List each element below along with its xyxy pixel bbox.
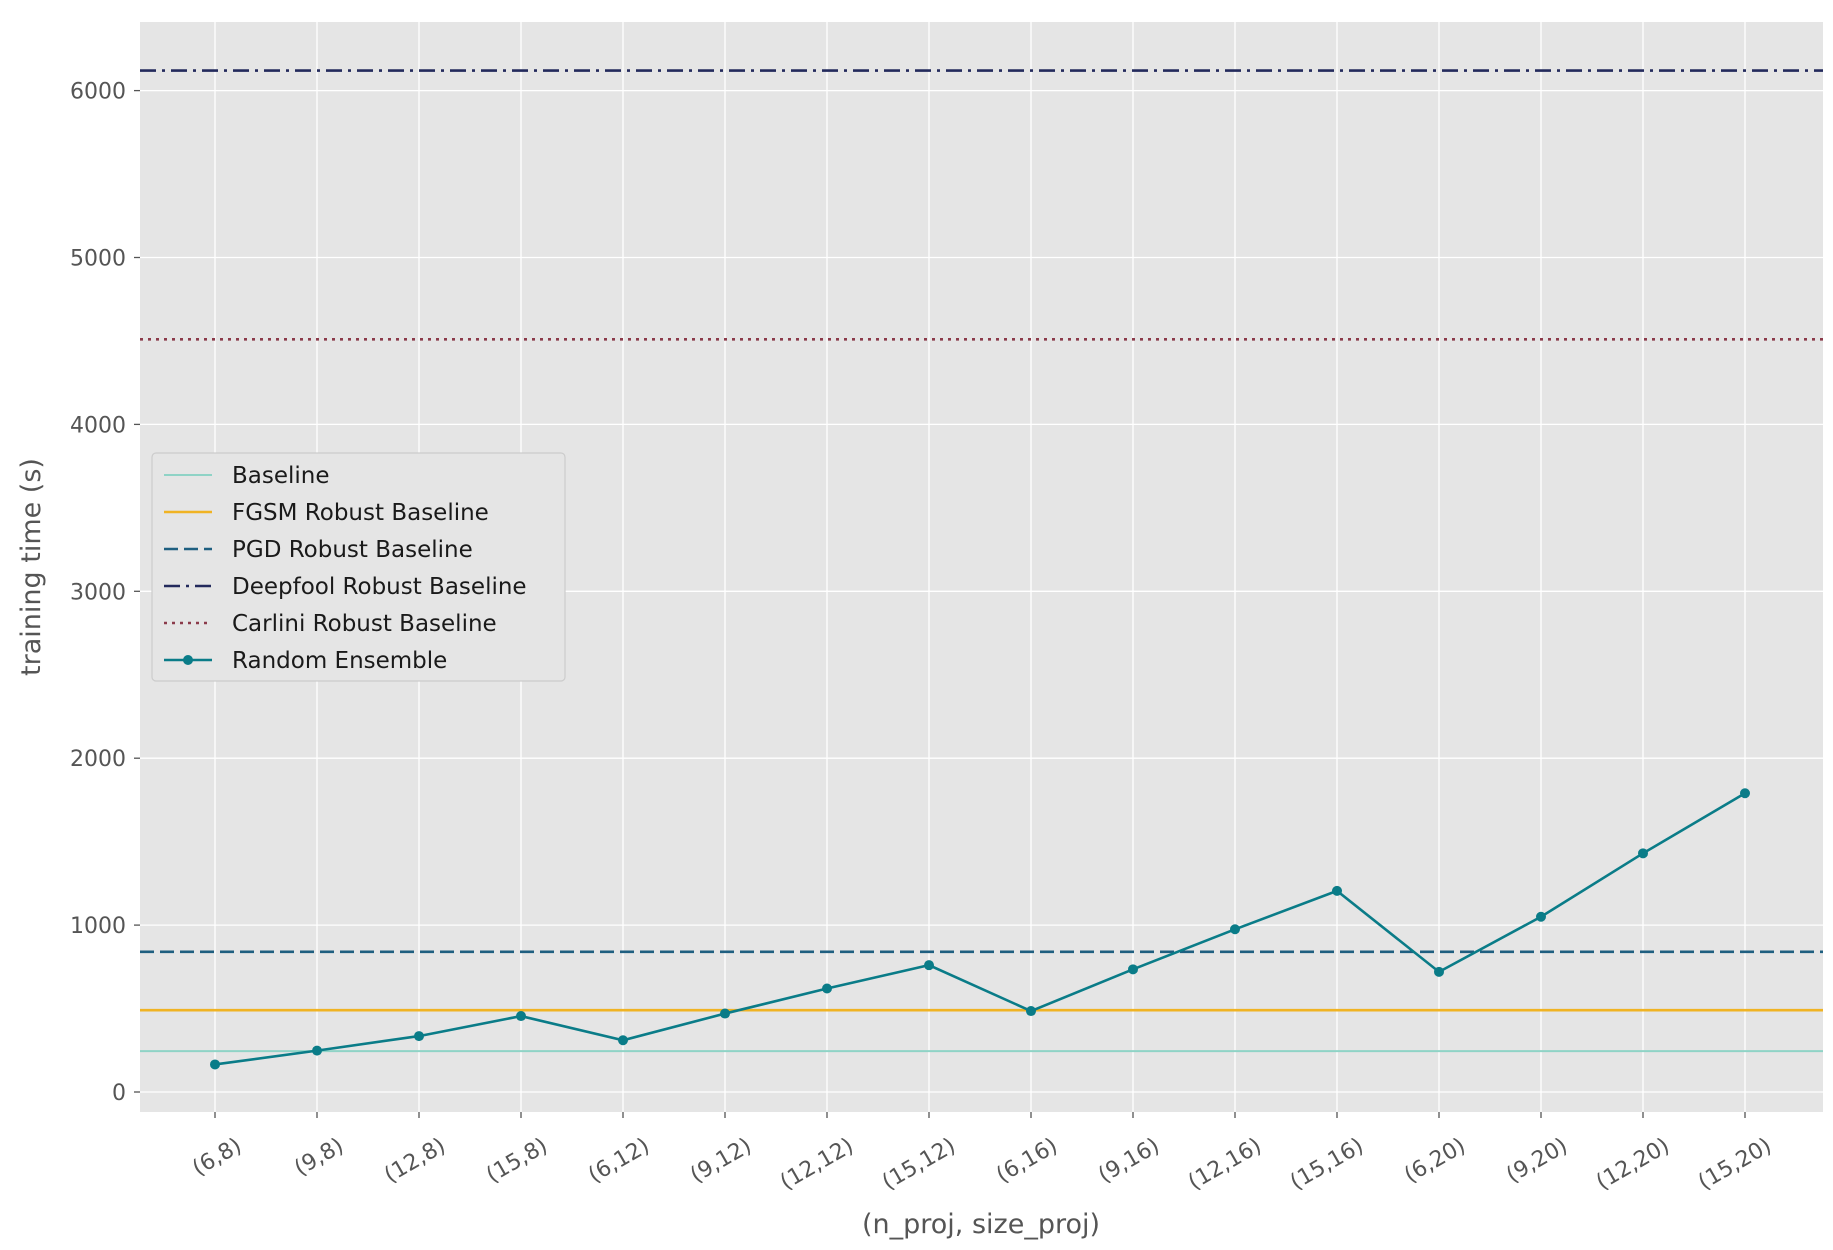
x-tick-label: (15,16)	[1286, 1134, 1368, 1196]
data-point	[1536, 911, 1546, 922]
y-tick-label: 5000	[70, 247, 126, 272]
legend-label: Random Ensemble	[232, 648, 447, 674]
data-point	[1740, 788, 1750, 799]
x-tick-label: (12,16)	[1184, 1134, 1266, 1196]
data-point	[210, 1059, 220, 1070]
data-point	[516, 1011, 526, 1022]
legend-label: Deepfool Robust Baseline	[232, 574, 527, 600]
legend-marker	[183, 655, 193, 665]
x-tick-label: (6,20)	[1400, 1134, 1470, 1189]
data-point	[618, 1035, 628, 1046]
y-tick-label: 4000	[70, 413, 126, 438]
legend-box	[151, 452, 566, 682]
data-point	[720, 1008, 730, 1019]
x-tick-label: (6,12)	[584, 1134, 654, 1189]
baseline-lines	[140, 69, 1823, 1053]
data-point	[822, 983, 832, 994]
x-tick-label: (12,8)	[380, 1134, 450, 1189]
y-tick-label: 2000	[70, 747, 126, 772]
x-tick-label: (12,20)	[1592, 1134, 1674, 1196]
y-axis-label: training time (s)	[16, 458, 47, 676]
x-tick-label: (6,8)	[188, 1134, 246, 1182]
x-tick-label: (9,16)	[1094, 1134, 1164, 1189]
legend-label: Carlini Robust Baseline	[232, 611, 497, 637]
y-tick-label: 0	[112, 1081, 126, 1106]
x-tick-label: (15,8)	[482, 1134, 552, 1189]
data-point	[1434, 966, 1444, 977]
x-tick-label: (6,16)	[992, 1134, 1062, 1189]
x-tick-label: (9,8)	[290, 1134, 348, 1182]
x-tick-label: (12,12)	[776, 1134, 858, 1196]
data-point	[1026, 1006, 1036, 1017]
legend: Baseline FGSM Robust Baseline PGD Robust B…	[151, 452, 566, 682]
data-point	[1128, 964, 1138, 975]
y-tick-label: 1000	[70, 914, 126, 939]
y-tick-labels: 0 1000 2000 3000 4000 5000 6000	[70, 80, 140, 1106]
x-tick-label: (15,12)	[878, 1134, 960, 1196]
data-point	[1332, 885, 1342, 896]
series-line	[214, 792, 1746, 1066]
data-point	[414, 1031, 424, 1042]
legend-label: PGD Robust Baseline	[232, 537, 473, 563]
data-point	[1638, 848, 1648, 859]
series-lines	[210, 788, 1750, 1070]
data-point	[312, 1045, 322, 1056]
x-axis-label: (n_proj, size_proj)	[862, 1209, 1100, 1240]
x-tick-label: (15,20)	[1694, 1134, 1776, 1196]
y-tick-label: 3000	[70, 580, 126, 605]
x-tick-label: (9,12)	[686, 1134, 756, 1189]
legend-label: Baseline	[232, 463, 330, 489]
data-point	[1230, 924, 1240, 935]
x-tick-labels: (6,8) (9,8) (12,8) (15,8) (6,12) (9,12) (12,12…	[188, 1112, 1776, 1195]
x-tick-label: (9,20)	[1502, 1134, 1572, 1189]
y-tick-label: 6000	[70, 80, 126, 105]
legend-label: FGSM Robust Baseline	[232, 500, 489, 526]
data-point	[924, 960, 934, 971]
